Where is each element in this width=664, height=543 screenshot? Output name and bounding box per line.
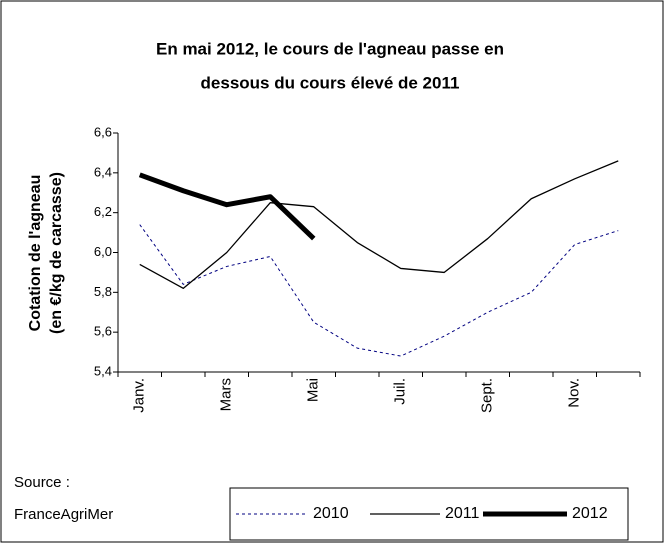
series-line [139,160,619,289]
x-tick-label: Sept. [479,378,496,413]
series-line [138,172,316,241]
source-label: FranceAgriMer [14,506,113,523]
y-tick-label: 6,2 [94,204,112,219]
legend-label: 2011 [445,505,480,522]
y-tick-label: 5,8 [94,284,112,299]
y-axis-label: (en €/kg de carcasse) [48,172,65,334]
y-tick-label: 5,4 [94,363,112,378]
x-tick-label: Nov. [566,378,583,408]
y-tick-label: 5,6 [94,324,112,339]
y-tick-label: 6,4 [94,164,112,179]
y-tick-label: 6,0 [94,244,112,259]
y-tick-label: 6,6 [94,124,112,139]
legend-label: 2010 [313,505,349,522]
y-axis-label: Cotation de l'agneau [27,175,44,332]
legend-label: 2012 [572,505,608,522]
x-tick-label: Janv. [131,378,148,413]
chart-title: dessous du cours élevé de 2011 [201,73,460,92]
chart-title: En mai 2012, le cours de l'agneau passe … [156,39,504,58]
x-tick-label: Juil. [392,378,409,405]
source-label: Source : [14,474,70,491]
x-tick-label: Mai [305,378,322,402]
x-tick-label: Mars [218,378,235,411]
